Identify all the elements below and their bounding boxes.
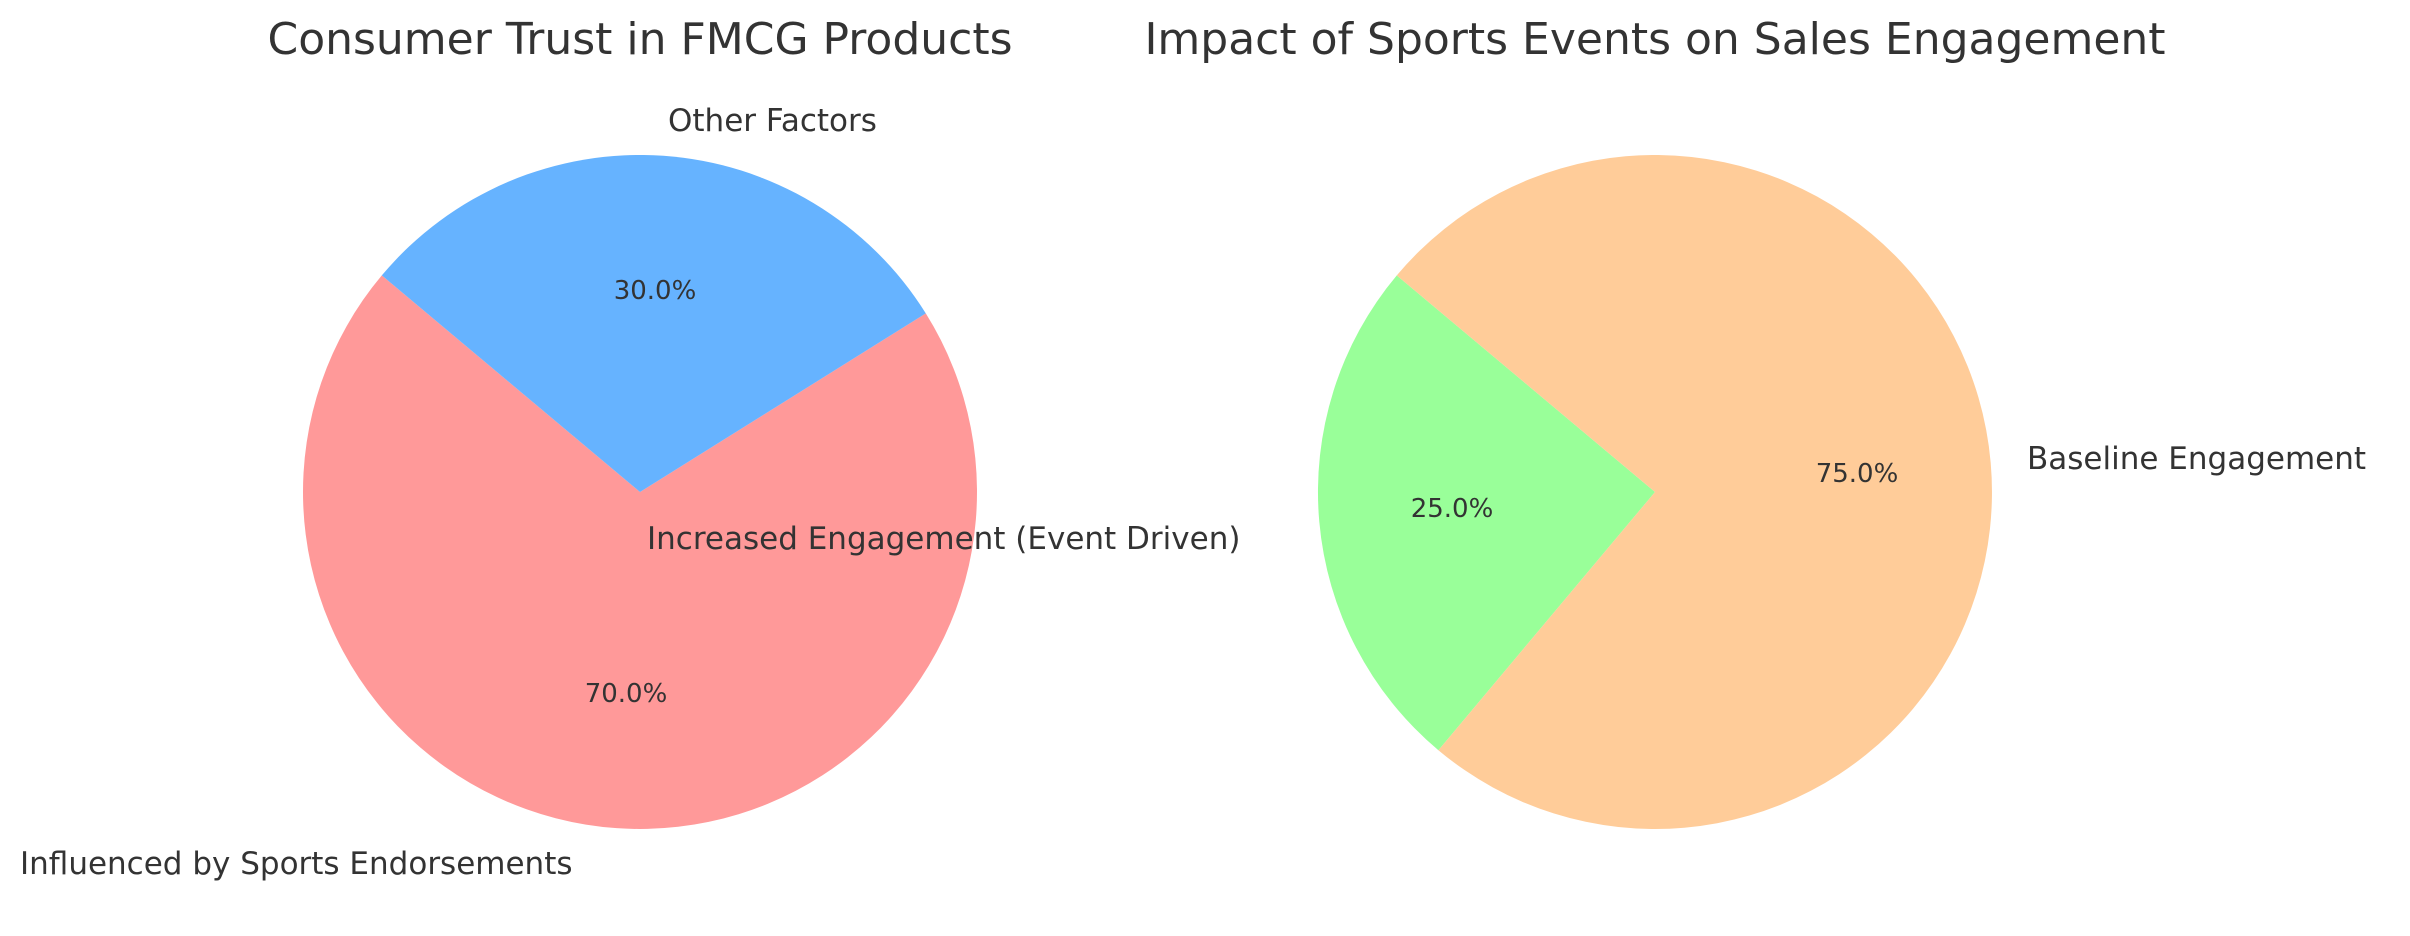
slice-category-label: Baseline Engagement	[2027, 441, 2366, 477]
slice-percent-label: 70.0%	[585, 679, 668, 709]
slice-percent-label: 30.0%	[614, 276, 697, 306]
pie-slice-increased-engagement	[1317, 275, 1655, 751]
pie-slice-other-factors	[381, 154, 926, 493]
chart-title: Impact of Sports Events on Sales Engagem…	[1144, 14, 2165, 65]
pie-chart-consumer-trust: Consumer Trust in FMCG Products 30.0% 70…	[20, 14, 1013, 882]
slice-percent-label: 75.0%	[1816, 459, 1899, 489]
slice-category-label: Influenced by Sports Endorsements	[20, 846, 573, 882]
pie-chart-sports-events-impact: Impact of Sports Events on Sales Engagem…	[1144, 14, 2366, 830]
slice-category-label-increased-engagement: Increased Engagement (Event Driven)	[647, 521, 1240, 557]
slice-percent-label: 25.0%	[1411, 494, 1494, 524]
slice-category-label: Other Factors	[668, 103, 877, 139]
pie-slice-baseline-engagement	[1396, 155, 1992, 830]
pie-slice-influenced-by-sports-endorsements	[302, 275, 977, 829]
chart-title: Consumer Trust in FMCG Products	[267, 14, 1012, 65]
